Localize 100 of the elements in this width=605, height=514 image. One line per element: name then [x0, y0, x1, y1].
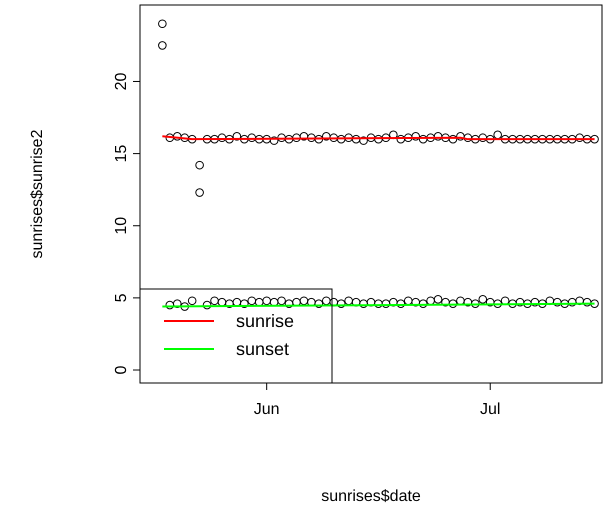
point [575, 133, 584, 142]
point [307, 133, 316, 142]
point [172, 132, 182, 141]
legend-label: sunset [236, 339, 290, 359]
point [277, 133, 286, 142]
point [486, 134, 495, 144]
point [418, 134, 428, 144]
point [471, 299, 480, 308]
point [500, 296, 510, 306]
point [478, 133, 488, 142]
point [195, 188, 204, 197]
x-tick-label: Jul [480, 401, 500, 418]
point [180, 302, 190, 311]
point [464, 298, 472, 307]
point [292, 133, 301, 142]
point [247, 296, 256, 306]
point [262, 134, 271, 144]
point [166, 300, 174, 310]
point [382, 133, 390, 142]
point [493, 299, 502, 308]
point [478, 295, 488, 304]
point [568, 298, 576, 307]
x-axis-title: sunrises$date [321, 488, 421, 505]
point [382, 299, 390, 308]
point [366, 298, 376, 307]
point [434, 295, 442, 304]
point [396, 299, 406, 308]
point [225, 134, 234, 144]
point [552, 134, 562, 144]
point [582, 134, 592, 144]
legend-label: sunrise [236, 311, 294, 331]
point [254, 134, 264, 144]
y-tick-label: 5 [113, 293, 130, 302]
y-tick-label: 20 [113, 72, 130, 90]
point [404, 133, 413, 142]
point [359, 299, 368, 308]
point [530, 134, 540, 144]
point [336, 134, 346, 144]
point [530, 298, 540, 307]
point [202, 300, 212, 310]
point [284, 299, 294, 308]
point [314, 134, 324, 144]
point [389, 298, 398, 307]
point [314, 299, 324, 308]
point [366, 133, 376, 142]
point [218, 133, 226, 142]
point [456, 132, 465, 141]
point [202, 134, 212, 144]
point [344, 133, 353, 142]
point [426, 133, 435, 142]
point [188, 134, 196, 144]
y-tick-label: 0 [113, 365, 130, 374]
point [448, 134, 458, 144]
y-tick-label: 10 [113, 216, 130, 235]
point [411, 298, 420, 307]
point [464, 133, 472, 142]
point [434, 132, 442, 141]
point [560, 134, 570, 144]
point [225, 299, 234, 308]
point [277, 296, 286, 306]
point [538, 299, 547, 308]
point [508, 299, 517, 308]
point [441, 133, 450, 142]
point [590, 134, 599, 144]
point [471, 134, 480, 144]
point [232, 132, 242, 141]
point [374, 299, 383, 308]
point [352, 134, 360, 144]
point [493, 130, 502, 140]
point [322, 132, 331, 141]
point [188, 296, 196, 306]
point [359, 136, 368, 145]
point [195, 160, 204, 170]
x-tick-label: Jun [254, 401, 280, 418]
point [158, 41, 167, 50]
point [523, 134, 532, 144]
point [516, 298, 524, 307]
point [270, 136, 278, 145]
point [344, 296, 353, 306]
point [523, 299, 532, 308]
point [568, 134, 576, 144]
point [582, 298, 592, 307]
point [538, 134, 547, 144]
point [262, 296, 271, 306]
point [322, 296, 331, 306]
point [329, 133, 338, 142]
point [300, 296, 308, 306]
point [352, 298, 360, 307]
point [418, 299, 428, 308]
point [575, 296, 584, 306]
point [500, 134, 510, 144]
point [336, 299, 346, 308]
y-tick-label: 15 [113, 144, 130, 162]
point [374, 134, 383, 144]
point [240, 134, 249, 144]
point [441, 298, 450, 307]
point [166, 133, 174, 142]
point [247, 133, 256, 142]
point [396, 134, 406, 144]
point [560, 299, 570, 308]
